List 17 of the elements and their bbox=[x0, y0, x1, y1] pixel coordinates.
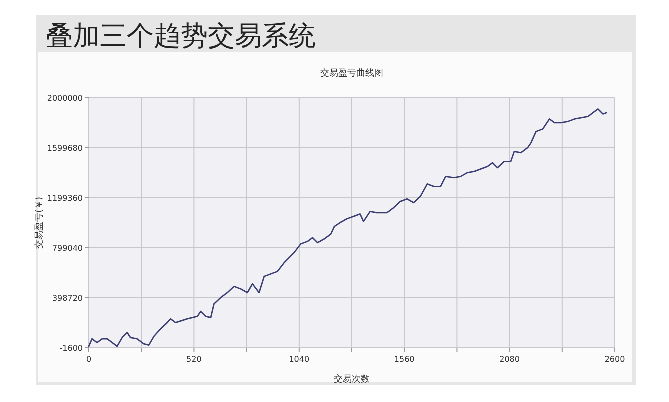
y-tick-label: 2000000 bbox=[47, 94, 83, 103]
x-axis-title: 交易次数 bbox=[334, 374, 370, 385]
chart-subtitle: 交易盈亏曲线图 bbox=[320, 68, 384, 79]
y-tick-label: -1600 bbox=[60, 344, 83, 353]
chart-title: 叠加三个趋势交易系统 bbox=[46, 21, 316, 52]
x-tick-label: 520 bbox=[186, 355, 202, 364]
y-tick-label: 1199360 bbox=[47, 194, 83, 203]
x-tick-label: 0 bbox=[86, 355, 92, 364]
x-tick-label: 1040 bbox=[289, 355, 310, 364]
x-tick-label: 2080 bbox=[500, 355, 520, 364]
y-tick-label: 1599680 bbox=[47, 144, 83, 153]
y-tick-label: 799040 bbox=[52, 244, 83, 253]
y-axis-title: 交易盈亏(￥) bbox=[34, 196, 45, 250]
x-tick-label: 1560 bbox=[394, 355, 415, 364]
line-series bbox=[88, 108, 608, 348]
y-tick-label: 398720 bbox=[52, 294, 83, 303]
x-tick-label: 2600 bbox=[604, 355, 626, 364]
